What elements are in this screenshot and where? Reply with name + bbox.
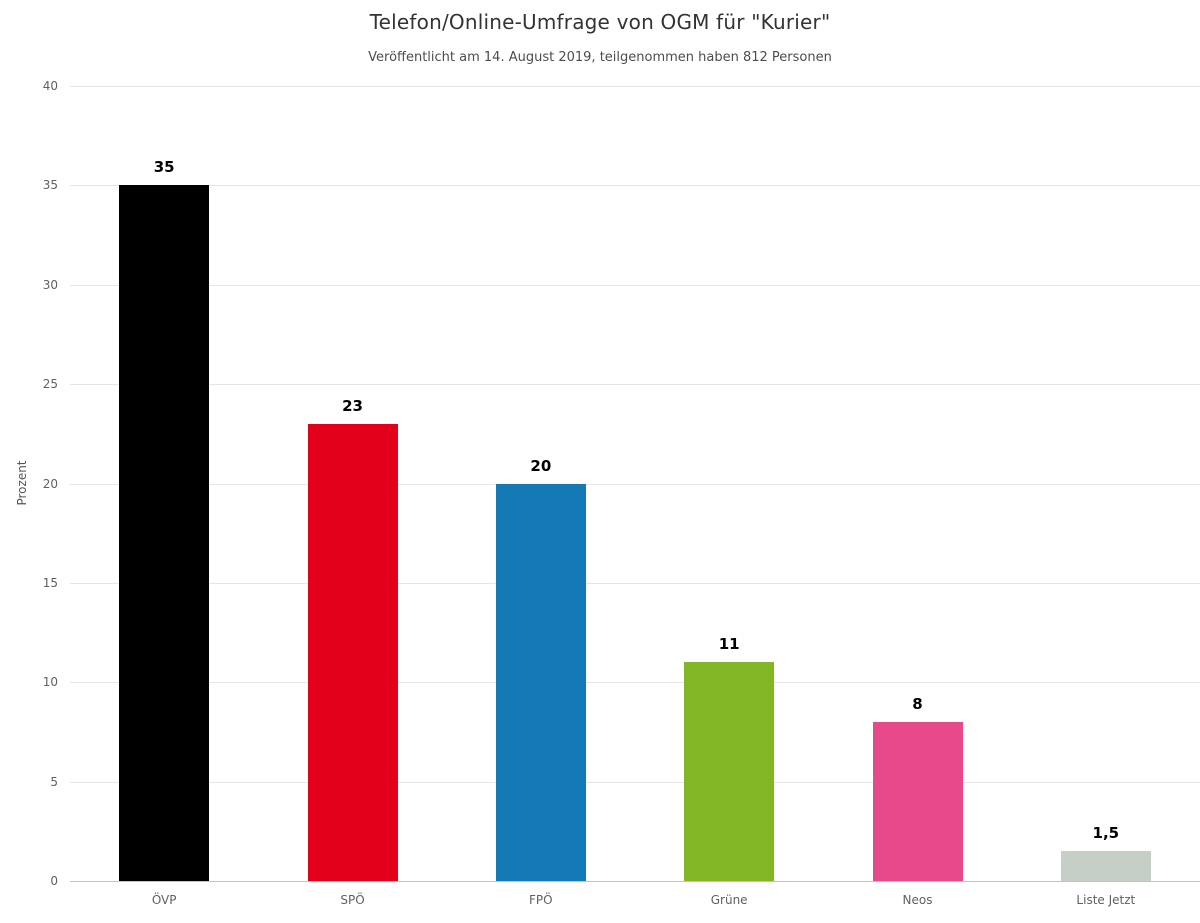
y-tick-label: 10 [42,675,58,690]
bar [495,483,586,881]
bar [307,423,398,881]
bar-value-label: 1,5 [1092,824,1120,843]
x-category-label: Liste Jetzt [1076,893,1136,907]
bar-value-label: 35 [153,158,175,177]
gridline [70,185,1200,187]
gridline [70,582,1200,584]
bar [872,722,963,881]
gridline [70,86,1200,87]
bar [1060,851,1151,881]
y-tick-label: 0 [50,874,58,888]
bar [684,662,775,881]
x-category-label: Neos [902,893,933,907]
bar-value-label: 11 [718,635,740,654]
chart-subtitle: Veröffentlicht am 14. August 2019, teilg… [368,50,832,65]
gridline [70,682,1200,684]
y-tick-label: 25 [42,377,58,392]
y-tick-label: 40 [42,79,58,93]
gridline [70,384,1200,386]
chart-title: Telefon/Online-Umfrage von OGM für "Kuri… [369,10,831,34]
x-category-label: Grüne [710,893,748,907]
y-tick-label: 20 [42,476,58,491]
gridline [70,781,1200,783]
y-tick-label: 30 [42,277,58,292]
y-tick-label: 35 [42,178,58,193]
x-category-label: FPÖ [529,893,553,907]
bar-value-label: 8 [912,695,923,713]
bar [119,185,210,881]
y-tick-label: 5 [50,774,58,789]
bar-value-label: 20 [530,456,552,475]
bar-value-label: 23 [342,396,363,415]
y-tick-label: 15 [42,575,58,590]
gridline [70,881,1200,882]
gridline [70,284,1200,286]
gridline [70,483,1200,485]
x-category-label: SPÖ [340,893,365,907]
x-category-label: ÖVP [151,893,177,907]
